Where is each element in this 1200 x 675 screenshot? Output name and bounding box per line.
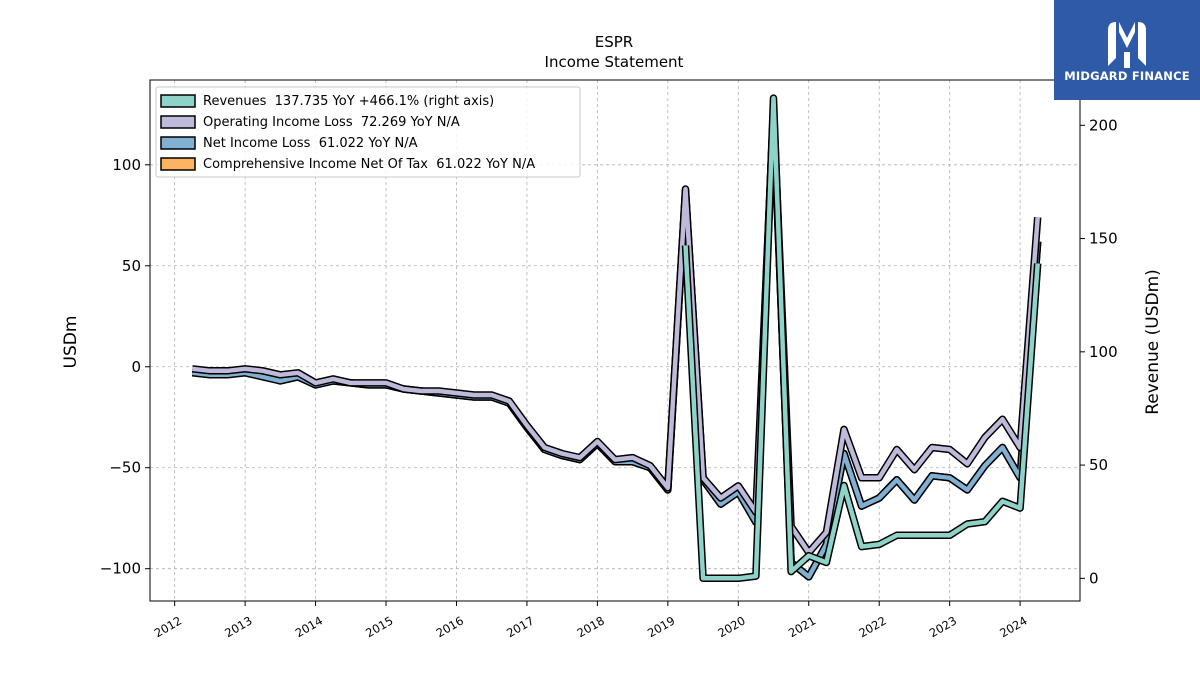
y-tick-label: 50 bbox=[122, 257, 141, 275]
series-outline bbox=[227, 106, 1042, 581]
x-tick-label: 2015 bbox=[363, 613, 395, 640]
y2-tick-label: 200 bbox=[1089, 116, 1118, 134]
x-tick-label: 2022 bbox=[856, 613, 888, 640]
series-line bbox=[192, 108, 1040, 580]
legend-entry-revenues: Revenues 137.735 YoY +466.1% (right axis… bbox=[203, 94, 494, 109]
x-tick-label: 2012 bbox=[152, 613, 184, 640]
brand-name: MIDGARD FINANCE bbox=[1064, 69, 1190, 83]
x-tick-label: 2019 bbox=[645, 613, 677, 640]
y2-tick-label: 0 bbox=[1089, 569, 1099, 587]
y2-tick-label: 50 bbox=[1089, 456, 1108, 474]
x-tick-label: 2021 bbox=[786, 613, 818, 640]
y-tick-label: 0 bbox=[131, 358, 141, 376]
y2-tick-label: 100 bbox=[1089, 343, 1118, 361]
series-comprehensive-income-net-of-tax bbox=[227, 106, 1042, 581]
x-tick-label: 2016 bbox=[434, 613, 466, 640]
series-line bbox=[683, 95, 1040, 581]
legend-swatch-comprehensive-income bbox=[160, 157, 196, 171]
series-net-income-loss bbox=[191, 106, 1042, 581]
x-tick-label: 2014 bbox=[293, 613, 325, 640]
x-tick-label: 2023 bbox=[927, 613, 959, 640]
legend-box bbox=[155, 86, 581, 178]
legend-swatch-revenues bbox=[160, 94, 196, 108]
midgard-m-logo-icon bbox=[1108, 22, 1146, 68]
chart-subtitle: Income Statement bbox=[545, 53, 684, 71]
y-axis-label: USDm bbox=[61, 316, 81, 369]
legend-swatch-operating-income-loss bbox=[160, 115, 196, 129]
series-operating-income-loss bbox=[191, 104, 1042, 557]
x-tick-label: 2024 bbox=[997, 613, 1029, 640]
legend-entry-net-income-loss: Net Income Loss 61.022 YoY N/A bbox=[203, 136, 418, 151]
x-tick-label: 2013 bbox=[222, 613, 254, 640]
series-line bbox=[192, 106, 1040, 555]
series-layer bbox=[191, 94, 1042, 583]
legend-entry-operating-income-loss: Operating Income Loss 72.269 YoY N/A bbox=[203, 115, 460, 130]
brand-logo: MIDGARD FINANCE bbox=[1054, 0, 1200, 100]
series-line bbox=[227, 108, 1040, 580]
y-tick-label: −100 bbox=[100, 560, 141, 578]
x-tick-label: 2017 bbox=[504, 613, 536, 640]
y2-axis-label: Revenue (USDm) bbox=[1143, 269, 1163, 415]
y-tick-label: 100 bbox=[112, 156, 141, 174]
legend-swatch-net-income-loss bbox=[160, 136, 196, 150]
x-tick-label: 2018 bbox=[575, 613, 607, 640]
y-tick-label: −50 bbox=[109, 459, 141, 477]
y2-tick-label: 150 bbox=[1089, 230, 1118, 248]
series-outline bbox=[191, 106, 1042, 581]
plot-frame bbox=[149, 79, 1081, 602]
legend: Revenues 137.735 YoY +466.1% (right axis… bbox=[155, 86, 581, 178]
chart-title: ESPR bbox=[595, 33, 633, 51]
series-revenues bbox=[681, 94, 1042, 583]
x-tick-label: 2020 bbox=[715, 613, 747, 640]
legend-entry-comprehensive-income: Comprehensive Income Net Of Tax 61.022 Y… bbox=[203, 157, 535, 172]
